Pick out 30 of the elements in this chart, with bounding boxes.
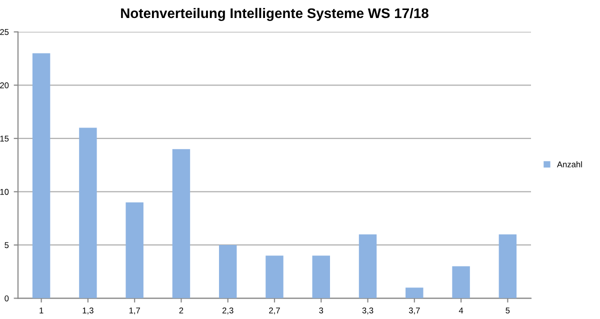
bar bbox=[452, 266, 470, 298]
x-tick-label: 3,3 bbox=[362, 308, 374, 314]
bar bbox=[32, 53, 50, 298]
bar bbox=[266, 256, 284, 298]
legend-label: Anzahl bbox=[556, 161, 582, 168]
bar bbox=[172, 149, 190, 298]
bar bbox=[406, 288, 424, 298]
y-tick-label: 5 bbox=[4, 242, 9, 248]
bar bbox=[312, 256, 330, 298]
x-tick-label: 2 bbox=[179, 308, 184, 314]
x-tick-label: 2,7 bbox=[269, 308, 280, 314]
x-tick-label: 1 bbox=[40, 308, 44, 314]
x-tick-label: 3 bbox=[319, 308, 324, 314]
x-tick-label: 4 bbox=[458, 308, 464, 314]
x-tick-label: 3,7 bbox=[408, 308, 420, 314]
chart-title: Notenverteilung Intelligente Systeme WS 17/18 bbox=[121, 8, 428, 21]
y-tick-label: 15 bbox=[0, 136, 9, 142]
y-tick-label: 0 bbox=[4, 295, 9, 302]
y-tick-label: 10 bbox=[0, 188, 9, 195]
bar bbox=[219, 244, 237, 298]
bar bbox=[358, 234, 377, 298]
x-tick-label: 1,7 bbox=[129, 308, 140, 314]
y-tick-label: 25 bbox=[0, 29, 9, 35]
x-tick-label: 1,3 bbox=[82, 308, 94, 314]
bar bbox=[79, 128, 97, 298]
bar bbox=[498, 234, 517, 298]
bar bbox=[126, 202, 144, 298]
x-tick-label: 2,3 bbox=[222, 308, 234, 314]
x-tick-label: 5 bbox=[506, 308, 510, 314]
y-tick-label: 20 bbox=[0, 82, 9, 88]
